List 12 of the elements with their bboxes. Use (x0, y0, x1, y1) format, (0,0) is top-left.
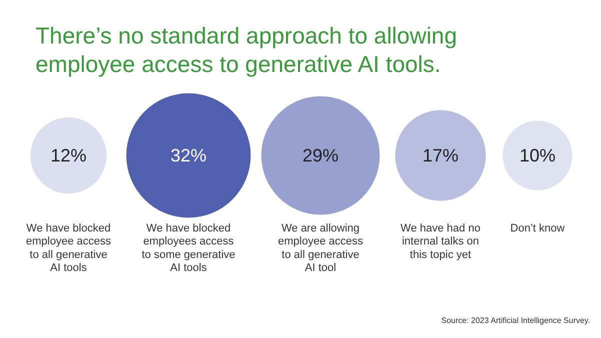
category-label: We are allowing employee access to all generative AI tool (278, 222, 364, 274)
category-label: Don’t know (510, 222, 565, 234)
text: There’s no standard approach to allowing employee access to generative AI tools. (36, 22, 458, 78)
category-label: We have blocked employee access to all generative AI tools (26, 222, 112, 274)
category-label: We have had no internal talks on this topic yet (400, 222, 480, 261)
data-label: 10% (519, 146, 556, 166)
source-note: Source: 2023 Artificial Intelligence Survey. (441, 316, 590, 325)
data-label: 17% (422, 146, 459, 166)
data-label: 29% (302, 146, 339, 166)
data-label: 32% (170, 146, 207, 166)
data-label: 12% (50, 146, 87, 166)
category-label: We have blocked employees access to some generative AI tools (142, 222, 236, 274)
